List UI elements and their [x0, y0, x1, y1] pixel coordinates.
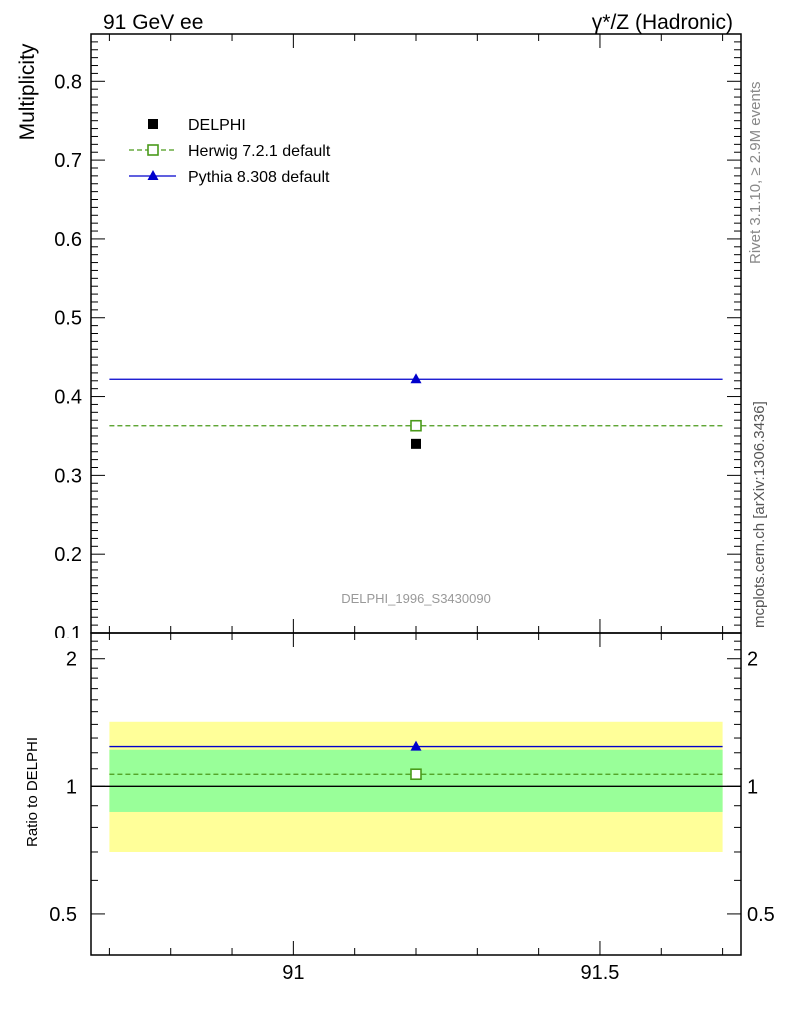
ratio-herwig-point [410, 768, 422, 781]
main-ytick-label: 0.2 [54, 544, 82, 566]
ratio-band-stat [109, 749, 723, 812]
main-ytick-label: 0.7 [54, 150, 82, 172]
ratio-ytick-label-left: 2 [66, 649, 77, 671]
ratio-ytick-label-left: 1 [66, 776, 77, 798]
header-right-title: γ*/Z (Hadronic) [592, 11, 733, 34]
main-ytick-label: 0.4 [54, 387, 82, 409]
main-ytick-label: 0.5 [54, 308, 82, 330]
ratio-ytick-label-right: 2 [747, 649, 758, 671]
ratio-pythia-point [410, 740, 422, 751]
ratio-ytick-label-left: 0.5 [49, 904, 77, 926]
ratio-panel: 0.5 0.5 1 1 2 2 91 91.5 [49, 632, 775, 984]
legend-label: Herwig 7.2.1 default [188, 143, 331, 160]
main-herwig-point [410, 419, 422, 432]
legend-marker [147, 170, 159, 180]
main-ytick-label-partial: 0.1 [54, 623, 82, 645]
main-ytick-label: 0.8 [54, 71, 82, 93]
main-pythia-point [410, 373, 422, 384]
header-left-title: 91 GeV ee [103, 11, 203, 34]
ratio-ylabel: Ratio to DELPHI [24, 737, 41, 847]
ratio-ytick-label-right: 1 [747, 776, 758, 798]
mcplots-label: mcplots.cern.ch [arXiv:1306.3436] [751, 401, 768, 628]
legend-label: DELPHI [188, 117, 246, 134]
legend-marker [147, 144, 159, 156]
rivet-label: Rivet 3.1.10, ≥ 2.9M events [747, 82, 764, 265]
ratio-xtick-label: 91.5 [580, 962, 619, 984]
legend: DELPHI Herwig 7.2.1 default Pythia 8.308 d… [129, 117, 331, 186]
ratio-xtick-label: 91 [282, 962, 304, 984]
main-ylabel: Multiplicity [16, 43, 39, 140]
main-delphi-point [411, 438, 421, 449]
legend-label: Pythia 8.308 default [188, 169, 330, 186]
ratio-ytick-label-right: 0.5 [747, 904, 775, 926]
legend-marker [148, 119, 158, 129]
main-ytick-label: 0.6 [54, 229, 82, 251]
main-ytick-label: 0.3 [54, 465, 82, 487]
analysis-watermark: DELPHI_1996_S3430090 [341, 591, 491, 606]
